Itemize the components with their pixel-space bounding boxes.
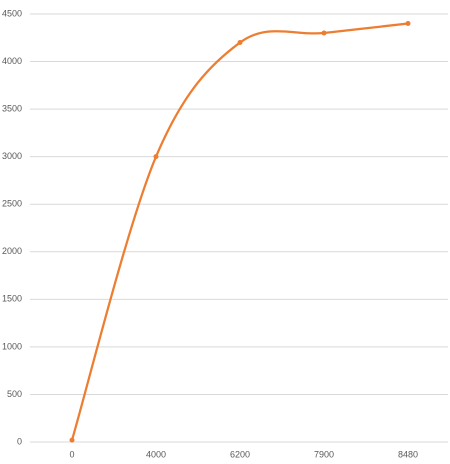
x-tick-label: 7900 bbox=[314, 449, 334, 459]
marker bbox=[405, 21, 411, 27]
y-tick-label: 3000 bbox=[2, 151, 22, 161]
y-tick-label: 1000 bbox=[2, 341, 22, 351]
y-tick-label: 1500 bbox=[2, 294, 22, 304]
y-tick-label: 3500 bbox=[2, 103, 22, 113]
marker bbox=[321, 30, 327, 36]
y-tick-label: 2000 bbox=[2, 246, 22, 256]
marker bbox=[69, 437, 75, 443]
y-tick-label: 4000 bbox=[2, 56, 22, 66]
x-tick-label: 0 bbox=[69, 449, 74, 459]
y-tick-label: 4500 bbox=[2, 8, 22, 18]
x-tick-label: 4000 bbox=[146, 449, 166, 459]
y-tick-label: 2500 bbox=[2, 199, 22, 209]
line bbox=[70, 22, 409, 441]
y-tick-label: 0 bbox=[17, 436, 22, 446]
marker bbox=[237, 40, 243, 46]
x-tick-label: 6200 bbox=[230, 449, 250, 459]
marker bbox=[153, 154, 159, 160]
y-tick-label: 500 bbox=[7, 389, 22, 399]
x-tick-label: 8480 bbox=[398, 449, 418, 459]
